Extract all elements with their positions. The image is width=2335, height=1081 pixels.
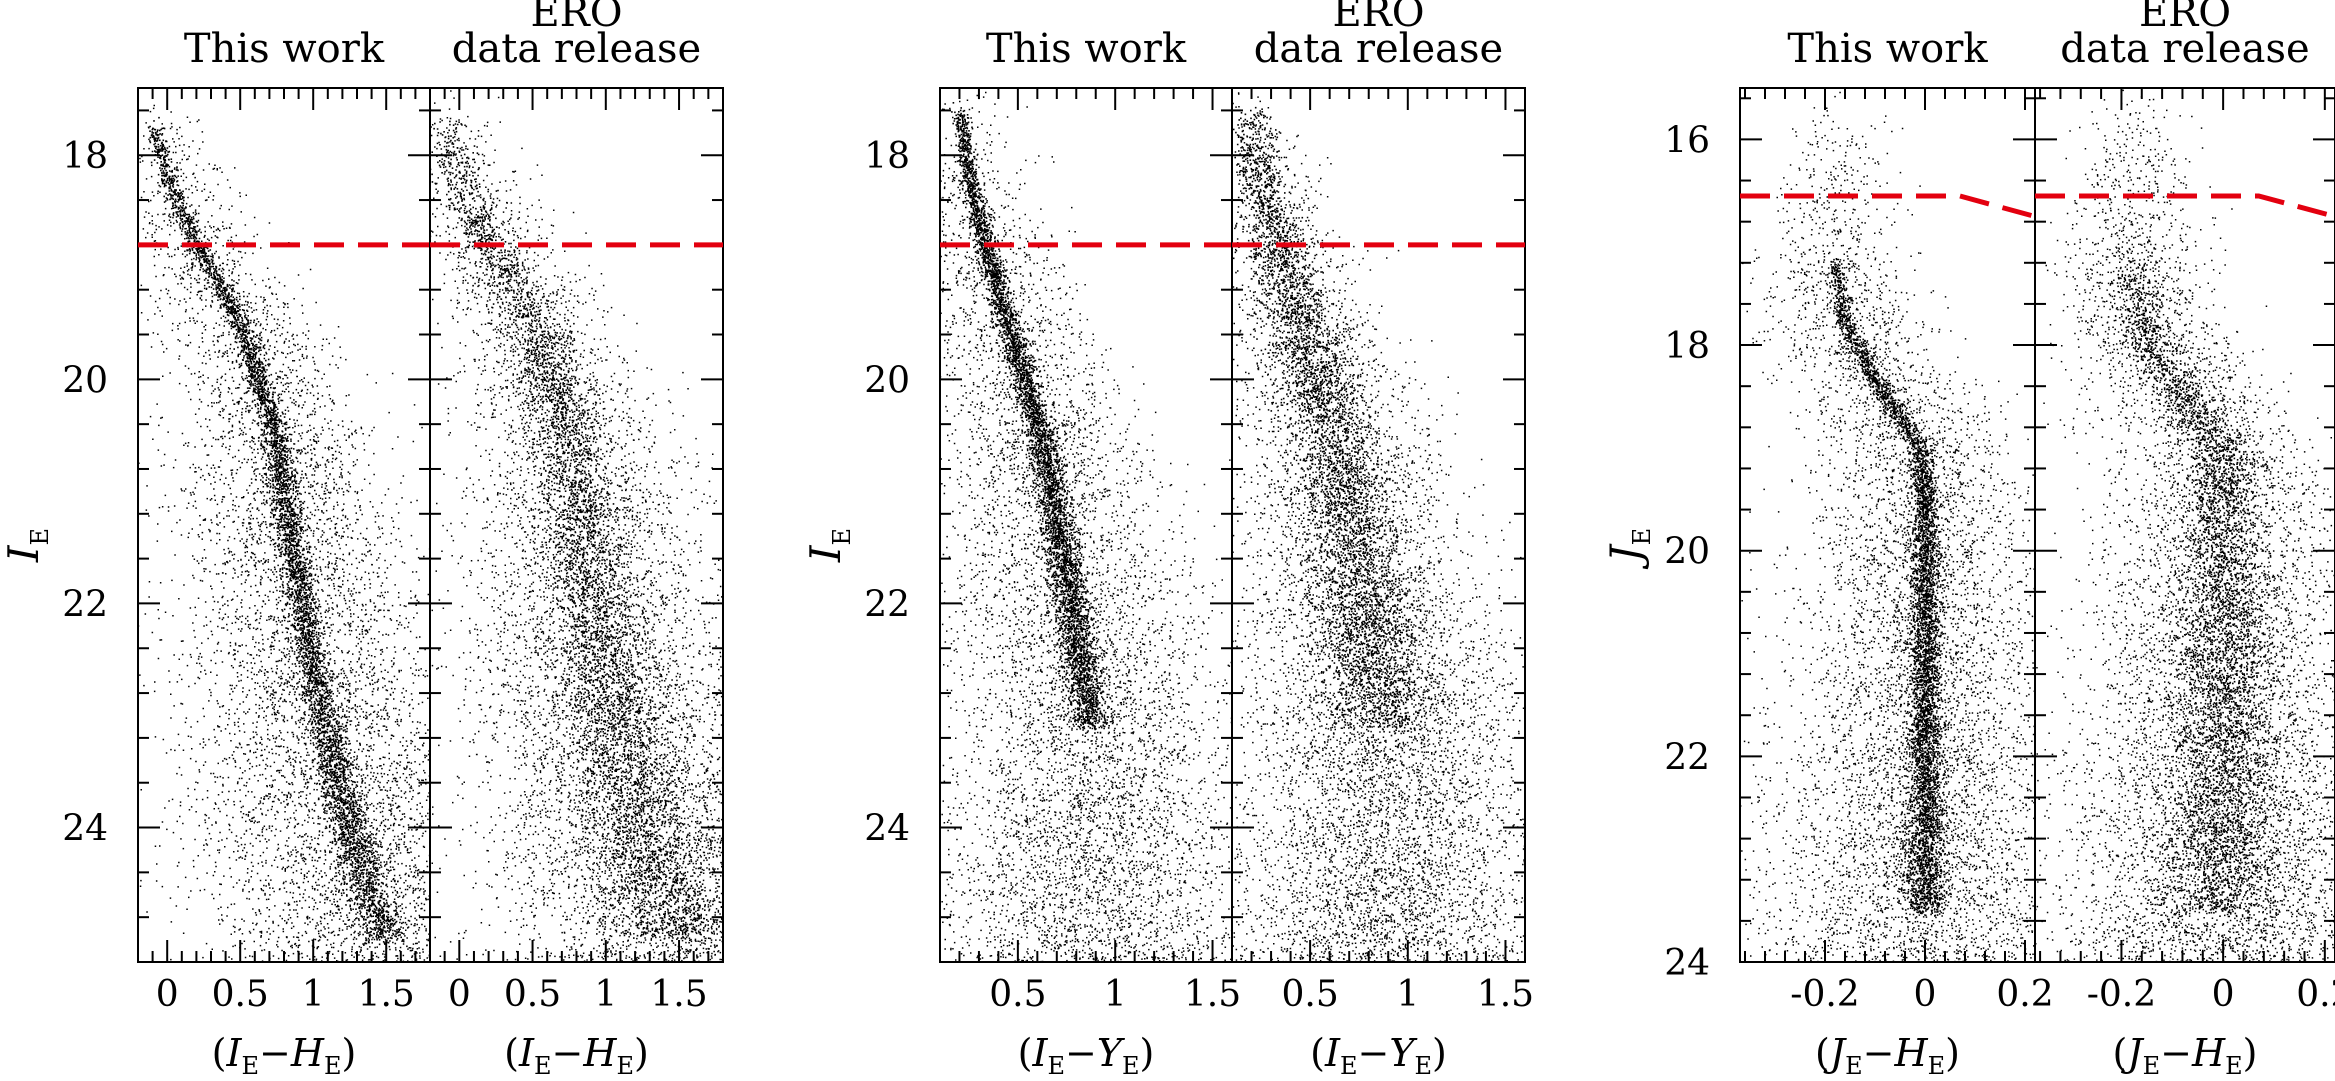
y-tick-label: 20 [1664, 532, 1710, 573]
x-tick-label: 0.2 [2296, 974, 2335, 1015]
scatter-points [1092, 92, 1698, 963]
y-tick-label: 18 [1664, 326, 1710, 367]
x-tick-label: 1 [594, 974, 617, 1015]
panel-title: This work [986, 26, 1187, 72]
scatter-dots [1651, 91, 2199, 963]
x-tick-label: 0 [156, 974, 179, 1015]
x-tick-label: 0.5 [504, 974, 561, 1015]
x-tick-label: 1.5 [1184, 974, 1241, 1015]
x-axis-label: (JE​−HE​) [2113, 1031, 2258, 1080]
y-tick-label: 24 [864, 809, 910, 850]
y-tick-label: 24 [62, 809, 108, 850]
y-tick-label: 18 [62, 136, 108, 177]
x-tick-label: -0.2 [2087, 974, 2156, 1015]
scatter-dots [1092, 92, 1698, 963]
y-tick-label: 22 [1664, 737, 1710, 778]
x-tick-label: 0.5 [1282, 974, 1339, 1015]
panel-frame [1740, 88, 2035, 962]
panel-ero: -0.200.2EROdata release(JE​−HE​) [1903, 0, 2335, 1080]
panel-this: -0.2 0 0.2 This work (JE​−HE​) [1651, 26, 2199, 1080]
x-tick-label: 1.5 [1477, 974, 1534, 1015]
y-tick-label: 20 [62, 360, 108, 401]
y-tick-label: 18 [864, 136, 910, 177]
x-tick-label: 1.5 [358, 974, 415, 1015]
x-axis-label: (IE​−HE​) [504, 1031, 649, 1080]
x-tick-label: 0.5 [212, 974, 269, 1015]
y-tick-label: 22 [864, 584, 910, 625]
panel-title: data release [452, 26, 701, 72]
y-axis-label: IE [801, 528, 856, 563]
y-tick-label: 16 [1664, 120, 1710, 161]
panel-frame [2035, 88, 2335, 962]
x-tick-label: 0.2 [1996, 974, 2053, 1015]
y-axis-label: JE [1601, 528, 1656, 570]
scatter-points [1651, 91, 2199, 963]
y-tick-label: 24 [1664, 943, 1710, 984]
y-axis-label: IE [0, 528, 54, 563]
threshold-line [2035, 196, 2335, 217]
threshold-line [1740, 196, 2035, 217]
x-tick-label: 0 [448, 974, 471, 1015]
scatter-dots [77, 96, 621, 964]
x-tick-label: 1.5 [650, 974, 707, 1015]
x-tick-label: 0 [1914, 974, 1937, 1015]
x-axis-label: (IE​−YE​) [1310, 1031, 1447, 1080]
y-tick-label: 20 [864, 360, 910, 401]
x-axis-label: (IE​−HE​) [212, 1031, 357, 1080]
panel-title: data release [1254, 26, 1503, 72]
panel-title: This work [1787, 26, 1988, 72]
panel-title: data release [2060, 26, 2309, 72]
x-tick-label: 0 [2212, 974, 2235, 1015]
x-tick-label: 0.5 [989, 974, 1046, 1015]
scatter-points [77, 96, 621, 964]
x-tick-label: 1 [1104, 974, 1127, 1015]
x-axis-label: (JE​−HE​) [1815, 1031, 1960, 1080]
x-axis-label: (IE​−YE​) [1018, 1031, 1155, 1080]
y-tick-label: 22 [62, 584, 108, 625]
x-tick-label: 1 [302, 974, 325, 1015]
x-tick-label: -0.2 [1790, 974, 1859, 1015]
panel-title: This work [184, 26, 385, 72]
x-tick-label: 1 [1396, 974, 1419, 1015]
